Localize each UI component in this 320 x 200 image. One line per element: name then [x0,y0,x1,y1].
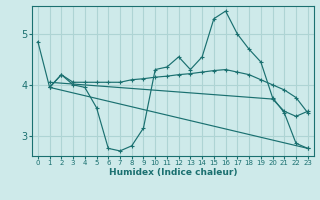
X-axis label: Humidex (Indice chaleur): Humidex (Indice chaleur) [108,168,237,177]
